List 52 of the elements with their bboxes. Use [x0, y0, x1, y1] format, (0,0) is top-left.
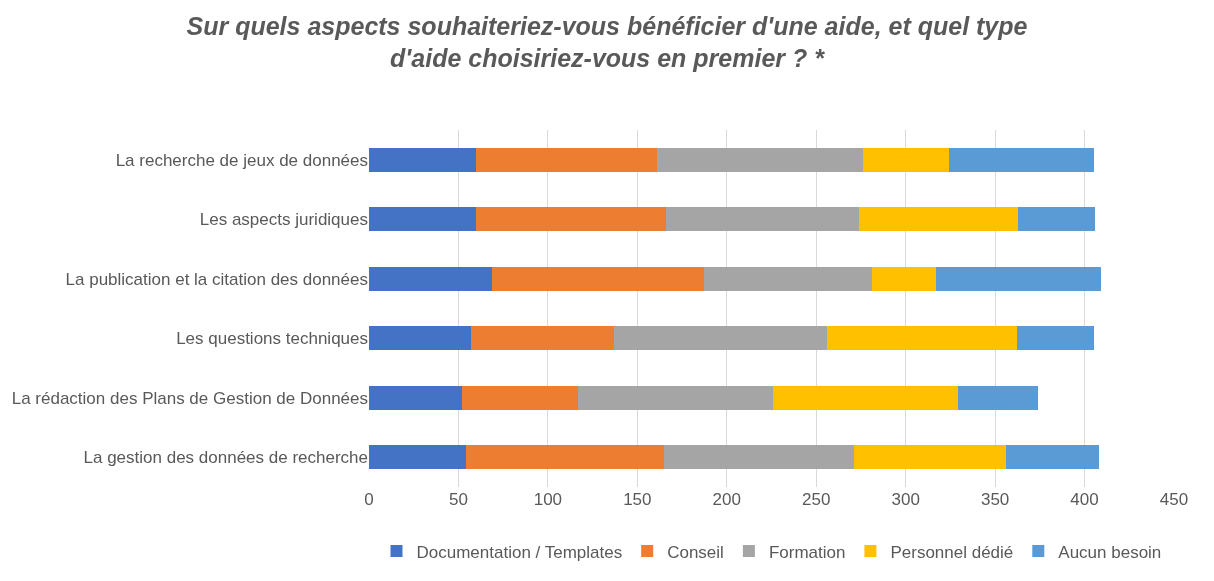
- bar: [657, 147, 863, 172]
- legend-label: Documentation / Templates: [416, 542, 623, 562]
- bar: [826, 326, 1017, 351]
- bar: [871, 266, 937, 291]
- bar: [578, 385, 774, 410]
- bar: [465, 445, 665, 470]
- x-tick-label: 350: [980, 490, 1010, 509]
- bar: [470, 326, 615, 351]
- bar: [369, 445, 466, 470]
- y-tick-label: La gestion des données de recherche: [83, 448, 368, 468]
- bar: [1018, 207, 1096, 232]
- y-tick-label: Les aspects juridiques: [199, 210, 368, 230]
- bar: [369, 266, 493, 291]
- bar: [462, 385, 579, 410]
- x-tick-label: 150: [623, 490, 652, 509]
- y-tick-label: La publication et la citation des données: [65, 269, 368, 289]
- y-tick-label: La rédaction des Plans de Gestion de Données: [11, 388, 368, 408]
- bar: [936, 266, 1101, 291]
- legend-label: Formation: [768, 542, 846, 562]
- x-tick-label: 400: [1070, 490, 1099, 509]
- y-tick-label: Les questions techniques: [176, 329, 368, 349]
- bar: [369, 207, 477, 232]
- x-tick-label: 250: [802, 490, 831, 509]
- legend-label: Aucun besoin: [1058, 542, 1162, 562]
- chart-title: Sur quels aspects souhaiteriez-vous bénéficier d'une aide, et quel type d'aide choisiriez-vous en premier ? *: [186, 11, 1028, 73]
- bar: [948, 147, 1094, 172]
- x-tick-label: 0: [364, 490, 374, 509]
- bar: [369, 326, 471, 351]
- x-tick-label: 450: [1159, 490, 1189, 509]
- legend-label: Personnel dédié: [890, 542, 1014, 562]
- bar: [369, 385, 463, 410]
- x-tick-label: 300: [891, 490, 920, 509]
- x-tick-label: 50: [448, 490, 468, 509]
- bar: [862, 147, 949, 172]
- bar: [369, 147, 477, 172]
- bar: [664, 445, 854, 470]
- bar: [665, 207, 860, 232]
- bar: [476, 207, 666, 232]
- bar: [773, 385, 958, 410]
- bar: [614, 326, 827, 351]
- bar: [1016, 326, 1094, 351]
- y-tick-label: La recherche de jeux de données: [115, 150, 368, 170]
- bar: [476, 147, 658, 172]
- x-tick-label: 100: [533, 490, 563, 509]
- bar: [859, 207, 1019, 232]
- bar: [1005, 445, 1099, 470]
- bar: [957, 385, 1039, 410]
- bar: [492, 266, 704, 291]
- bar: [703, 266, 872, 291]
- bar: [853, 445, 1006, 470]
- legend-label: Conseil: [667, 542, 724, 562]
- x-tick-label: 200: [712, 490, 741, 509]
